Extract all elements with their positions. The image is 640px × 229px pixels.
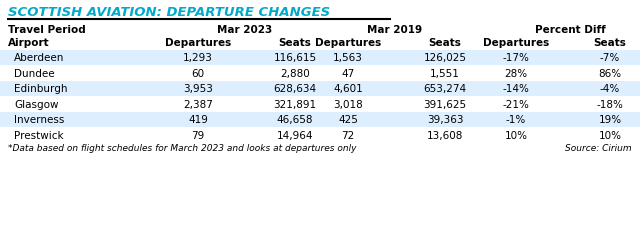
Text: 3,953: 3,953 — [183, 84, 213, 94]
Text: -21%: -21% — [502, 100, 529, 109]
Text: Prestwick: Prestwick — [14, 131, 63, 140]
Text: 391,625: 391,625 — [424, 100, 467, 109]
Text: -18%: -18% — [596, 100, 623, 109]
Text: Departures: Departures — [483, 38, 549, 48]
Text: 116,615: 116,615 — [273, 53, 317, 63]
Text: 321,891: 321,891 — [273, 100, 317, 109]
Text: -4%: -4% — [600, 84, 620, 94]
Text: 19%: 19% — [598, 114, 621, 124]
Text: 419: 419 — [188, 114, 208, 124]
Text: 653,274: 653,274 — [424, 84, 467, 94]
Text: 1,551: 1,551 — [430, 69, 460, 79]
Text: Seats: Seats — [278, 38, 312, 48]
Text: 13,608: 13,608 — [427, 131, 463, 140]
Text: Mar 2023: Mar 2023 — [218, 25, 273, 35]
Text: 3,018: 3,018 — [333, 100, 363, 109]
Text: 47: 47 — [341, 69, 355, 79]
Text: 10%: 10% — [598, 131, 621, 140]
Text: 86%: 86% — [598, 69, 621, 79]
Text: 4,601: 4,601 — [333, 84, 363, 94]
Text: *Data based on flight schedules for March 2023 and looks at departures only: *Data based on flight schedules for Marc… — [8, 143, 356, 152]
Text: Mar 2019: Mar 2019 — [367, 25, 422, 35]
Text: 425: 425 — [338, 114, 358, 124]
FancyBboxPatch shape — [0, 51, 640, 66]
Text: -7%: -7% — [600, 53, 620, 63]
Text: Departures: Departures — [165, 38, 231, 48]
Text: Dundee: Dundee — [14, 69, 54, 79]
Text: 79: 79 — [191, 131, 205, 140]
Text: -1%: -1% — [506, 114, 526, 124]
Text: Seats: Seats — [593, 38, 627, 48]
Text: Source: Cirium: Source: Cirium — [565, 143, 632, 152]
Text: Travel Period: Travel Period — [8, 25, 86, 35]
Text: 14,964: 14,964 — [276, 131, 313, 140]
Text: 1,563: 1,563 — [333, 53, 363, 63]
Text: 126,025: 126,025 — [424, 53, 467, 63]
Text: 628,634: 628,634 — [273, 84, 317, 94]
Text: Edinburgh: Edinburgh — [14, 84, 67, 94]
Text: Airport: Airport — [8, 38, 50, 48]
Text: 72: 72 — [341, 131, 355, 140]
Text: 28%: 28% — [504, 69, 527, 79]
Text: 39,363: 39,363 — [427, 114, 463, 124]
Text: 46,658: 46,658 — [276, 114, 313, 124]
Text: Inverness: Inverness — [14, 114, 65, 124]
Text: Departures: Departures — [315, 38, 381, 48]
Text: Seats: Seats — [429, 38, 461, 48]
Text: 2,880: 2,880 — [280, 69, 310, 79]
Text: Percent Diff: Percent Diff — [534, 25, 605, 35]
Text: SCOTTISH AVIATION: DEPARTURE CHANGES: SCOTTISH AVIATION: DEPARTURE CHANGES — [8, 6, 330, 19]
Text: 1,293: 1,293 — [183, 53, 213, 63]
Text: Glasgow: Glasgow — [14, 100, 58, 109]
Text: 10%: 10% — [504, 131, 527, 140]
Text: 60: 60 — [191, 69, 205, 79]
Text: -17%: -17% — [502, 53, 529, 63]
Text: -14%: -14% — [502, 84, 529, 94]
Text: Aberdeen: Aberdeen — [14, 53, 65, 63]
FancyBboxPatch shape — [0, 112, 640, 128]
Text: 2,387: 2,387 — [183, 100, 213, 109]
FancyBboxPatch shape — [0, 82, 640, 97]
